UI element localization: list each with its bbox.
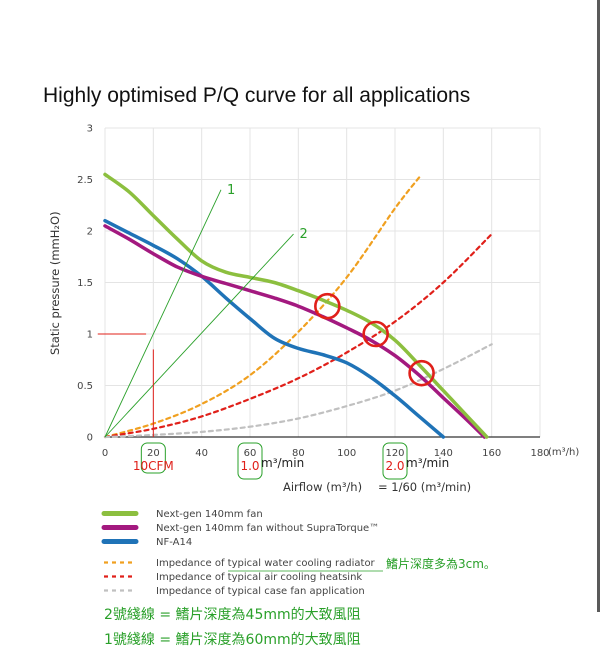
note-radiator: 鰭片深度多為3cm。 <box>386 556 496 571</box>
x-tick-label: 40 <box>195 448 208 459</box>
x-tick-label: 100 <box>337 448 356 459</box>
x-tick-label: 140 <box>434 448 453 459</box>
y-tick-label: 2.5 <box>77 175 93 186</box>
legend-label: Next-gen 140mm fan <box>156 509 263 520</box>
y-tick-label: 1.5 <box>77 278 93 289</box>
y-tick-label: 3 <box>87 124 93 135</box>
series-line-1 <box>103 224 487 439</box>
legend-label: Impedance of typical air cooling heatsin… <box>156 572 362 583</box>
tick-highlight-box <box>237 442 263 480</box>
grid <box>104 127 541 438</box>
y-tick-label: 1 <box>87 330 93 341</box>
series-line-2 <box>103 218 446 439</box>
operating-point-circle <box>362 320 389 348</box>
operating-point-circle <box>314 292 341 320</box>
tick-highlight-box <box>382 442 408 480</box>
y-tick-label: 0 <box>87 433 93 444</box>
x-tick-label: 160 <box>482 448 501 459</box>
green-impedance-line <box>104 233 294 438</box>
airflow-equation: = 1/60 (m³/min) <box>378 480 471 494</box>
x-axis-unit: (m³/h) <box>548 447 579 458</box>
series-line-3 <box>103 176 421 439</box>
legend-label: Next-gen 140mm fan without SupraTorque™ <box>156 523 379 534</box>
series-line-0 <box>103 172 489 439</box>
chart-title: Highly optimised P/Q curve for all appli… <box>43 84 470 107</box>
green-line-label: 2 <box>300 227 308 242</box>
y-axis-label: Static pressure (mmH₂O) <box>48 211 62 355</box>
x-tick-label: 20 <box>147 448 160 459</box>
green-impedance-line <box>104 189 222 438</box>
note-line-2: 2號綫線 = 鰭片深度為45mm的大致風阻 <box>104 607 361 623</box>
x-axis-label-group: Airflow (m³/h) = 1/60 (m³/min) <box>283 480 471 494</box>
series-line-4 <box>103 233 493 439</box>
legend-label: Impedance of typical case fan applicatio… <box>156 586 365 597</box>
legend: Next-gen 140mm fan Next-gen 140mm fan wit… <box>101 509 383 597</box>
conversion-unit: m³/min <box>261 456 304 470</box>
x-tick-label: 180 <box>530 448 549 459</box>
y-tick-label: 0.5 <box>77 381 93 392</box>
tick-highlight-box <box>140 442 166 474</box>
y-tick-label: 2 <box>87 227 93 238</box>
conversion-label: 10CFM <box>133 459 174 473</box>
x-tick-label: 120 <box>385 448 404 459</box>
x-axis-label: Airflow (m³/h) <box>283 480 362 494</box>
window-edge <box>597 0 600 612</box>
operating-point-circle <box>408 359 435 387</box>
conversion-unit: m³/min <box>406 456 449 470</box>
legend-label: Impedance of typical water cooling radia… <box>156 558 376 569</box>
x-tick-label: 80 <box>292 448 305 459</box>
x-tick-label: 0 <box>102 448 108 459</box>
axis-ticks: 0 20 40 60 80 100 120 140 160 180(m³/h) 0 0.5 1 1.5 2 2… <box>77 124 579 460</box>
green-line-label: 1 <box>227 183 235 198</box>
x-tick-label: 60 <box>244 448 257 459</box>
conversion-label: 1.0 <box>240 459 259 473</box>
legend-label: NF-A14 <box>156 537 192 548</box>
series-lines <box>103 172 493 439</box>
conversion-label: 2.0 <box>385 459 404 473</box>
note-line-1: 1號綫線 = 鰭片深度為60mm的大致風阻 <box>104 632 361 648</box>
